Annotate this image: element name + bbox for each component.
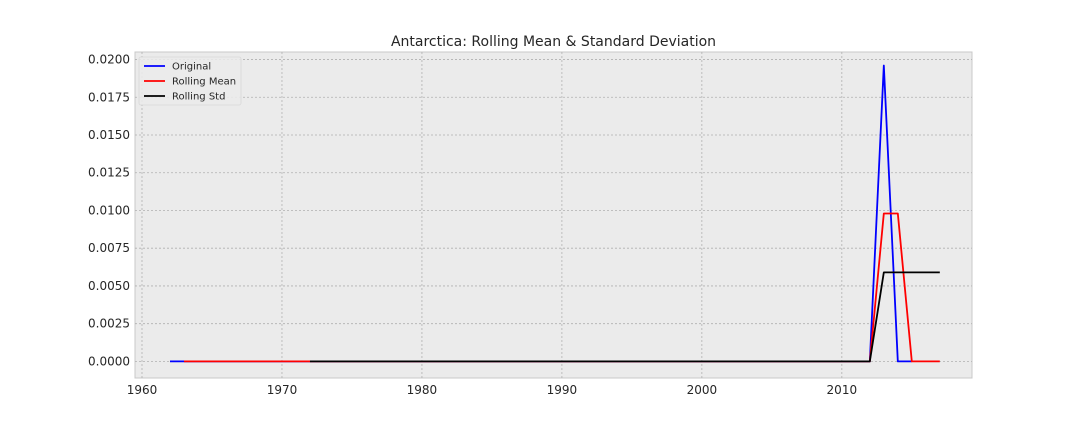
y-tick-label: 0.0000 (88, 354, 130, 368)
x-tick-label: 2000 (687, 383, 718, 397)
legend-box (138, 56, 242, 106)
y-axis: 0.0000 0.0025 0.0050 0.0075 0.0100 0.0125 0.01… (88, 53, 130, 369)
x-tick-label: 1980 (407, 383, 438, 397)
y-tick-label: 0.0075 (88, 241, 130, 255)
legend: Original Rolling Mean Rolling Std (138, 56, 242, 106)
chart-title: Antarctica: Rolling Mean & Standard Devi… (391, 34, 716, 50)
y-tick-label: 0.0125 (88, 166, 130, 180)
x-tick-label: 2010 (827, 383, 858, 397)
x-axis: 1960 1970 1980 1990 2000 2010 (127, 383, 857, 397)
x-tick-label: 1990 (547, 383, 578, 397)
x-tick-label: 1960 (127, 383, 158, 397)
series-line-rolling-std (309, 271, 940, 363)
y-tick-label: 0.0200 (88, 53, 130, 67)
legend-label: Original (172, 62, 211, 73)
legend-label: Rolling Mean (172, 77, 236, 88)
series-lines (169, 64, 940, 363)
y-tick-label: 0.0025 (88, 317, 130, 331)
plot-area (134, 51, 973, 379)
legend-label: Rolling Std (172, 92, 225, 103)
y-tick-label: 0.0150 (88, 128, 130, 142)
y-tick-label: 0.0050 (88, 279, 130, 293)
y-tick-label: 0.0175 (88, 90, 130, 104)
x-tick-label: 1970 (267, 383, 298, 397)
y-tick-label: 0.0100 (88, 203, 130, 217)
